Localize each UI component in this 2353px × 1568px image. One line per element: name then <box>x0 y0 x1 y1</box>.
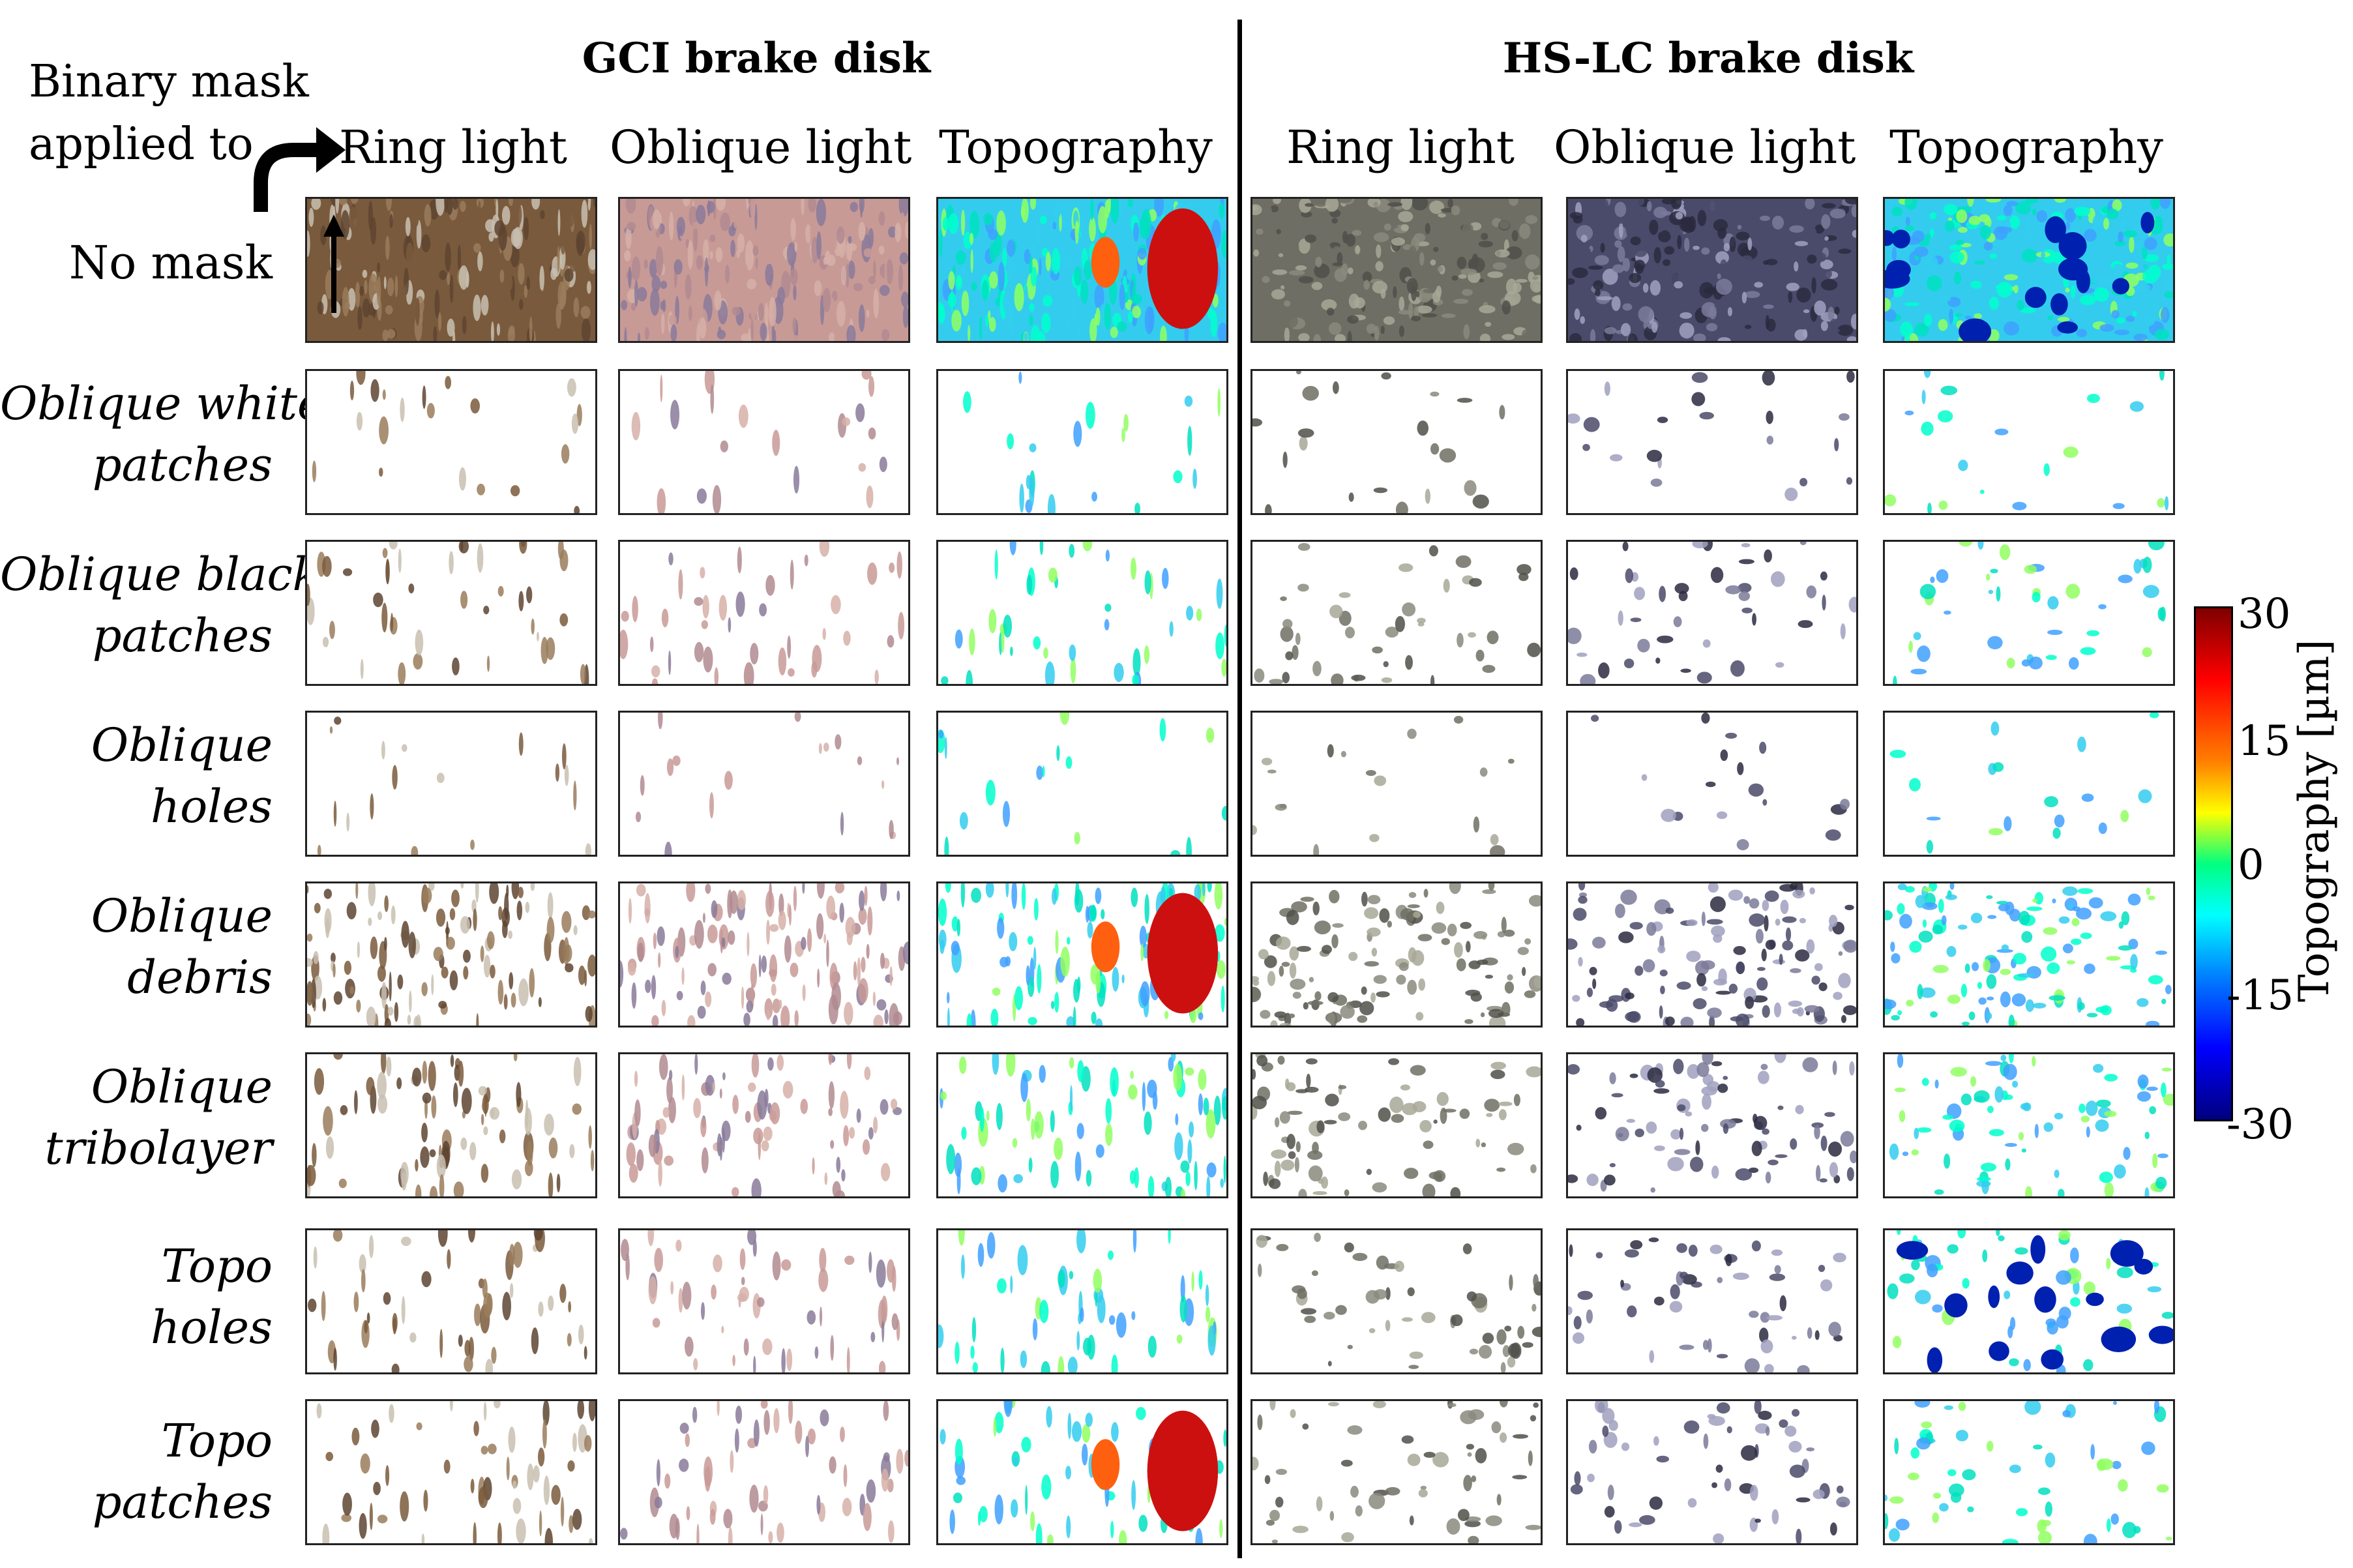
row-label-line1: Oblique black <box>0 548 321 601</box>
row-label-topo-holes: Topo holes <box>0 1235 273 1358</box>
row-label-no-mask: No mask <box>0 232 273 293</box>
row-label-line2: debris <box>127 951 273 1004</box>
panel-oblique-debris-hslc-oblique <box>1566 881 1858 1028</box>
panel-topo-holes-hslc-ring <box>1250 1228 1543 1374</box>
panel-oblique-debris-gci-topo <box>936 881 1228 1028</box>
panel-oblique-black-patches-hslc-topo <box>1883 540 2175 686</box>
panel-oblique-debris-gci-ring <box>305 881 597 1028</box>
row-label-line2: patches <box>92 609 273 662</box>
group-divider <box>1237 20 1242 1558</box>
row-label-oblique-black-patches: Oblique black patches <box>0 544 321 666</box>
row-label-oblique-white-patches: Oblique white patches <box>0 373 325 496</box>
panel-oblique-white-patches-gci-oblique <box>618 369 910 515</box>
panel-topo-holes-hslc-oblique <box>1566 1228 1858 1374</box>
colorbar-tick-30: 30 <box>2238 590 2291 638</box>
row-label-oblique-tribolayer: Oblique tribolayer <box>0 1056 273 1179</box>
column-header-gci-ring-light: Ring light <box>338 121 568 174</box>
panel-topo-patches-hslc-topo <box>1883 1399 2175 1545</box>
row-label-line2: holes <box>151 780 273 833</box>
panel-oblique-debris-hslc-topo <box>1883 881 2175 1028</box>
panel-no-mask-gci-ring <box>305 197 597 343</box>
panel-no-mask-hslc-ring <box>1250 197 1543 343</box>
colorbar-tick-0: 0 <box>2238 841 2264 889</box>
row-label-topo-patches: Topo patches <box>0 1410 273 1533</box>
row-label-line1: No mask <box>68 236 273 289</box>
panel-topo-holes-hslc-topo <box>1883 1228 2175 1374</box>
colorbar-tick-minus-30: -30 <box>2227 1101 2294 1149</box>
panel-oblique-holes-hslc-topo <box>1883 711 2175 857</box>
panel-oblique-black-patches-hslc-oblique <box>1566 540 1858 686</box>
panel-oblique-black-patches-hslc-ring <box>1250 540 1543 686</box>
panel-oblique-black-patches-gci-oblique <box>618 540 910 686</box>
panel-topo-patches-gci-oblique <box>618 1399 910 1545</box>
panel-oblique-tribolayer-hslc-topo <box>1883 1052 2175 1198</box>
row-label-line2: patches <box>92 438 273 492</box>
panel-oblique-tribolayer-gci-topo <box>936 1052 1228 1198</box>
panel-oblique-holes-gci-topo <box>936 711 1228 857</box>
row-label-oblique-debris: Oblique debris <box>0 885 273 1008</box>
column-header-hslc-oblique-light: Oblique light <box>1554 121 1856 174</box>
panel-oblique-white-patches-gci-ring <box>305 369 597 515</box>
column-header-hslc-ring-light: Ring light <box>1286 121 1515 174</box>
panel-oblique-holes-hslc-ring <box>1250 711 1543 857</box>
row-label-line2: holes <box>151 1301 273 1354</box>
panel-oblique-tribolayer-hslc-ring <box>1250 1052 1543 1198</box>
panel-oblique-black-patches-gci-ring <box>305 540 597 686</box>
row-label-line1: Oblique <box>91 718 273 772</box>
colorbar-title: Topography [µm] <box>2290 639 2339 1002</box>
row-label-line2: tribolayer <box>44 1121 273 1175</box>
corner-label-line1: Binary mask <box>29 56 309 108</box>
colorbar <box>2194 606 2233 1121</box>
group-title-hslc: HS-LC brake disk <box>1502 34 1914 83</box>
panel-topo-patches-gci-topo <box>936 1399 1228 1545</box>
row-label-line1: Oblique white <box>0 377 325 430</box>
panel-oblique-debris-gci-oblique <box>618 881 910 1028</box>
panel-no-mask-gci-topo <box>936 197 1228 343</box>
column-header-gci-oblique-light: Oblique light <box>610 121 912 174</box>
curved-arrow-icon <box>254 127 346 212</box>
panel-oblique-white-patches-gci-topo <box>936 369 1228 515</box>
corner-label: Binary mask applied to <box>29 51 309 176</box>
colorbar-tick-minus-15: -15 <box>2227 971 2294 1020</box>
panel-no-mask-hslc-topo <box>1883 197 2175 343</box>
panel-oblique-black-patches-gci-topo <box>936 540 1228 686</box>
panel-topo-patches-gci-ring <box>305 1399 597 1545</box>
panel-topo-holes-gci-ring <box>305 1228 597 1374</box>
panel-topo-holes-gci-oblique <box>618 1228 910 1374</box>
colorbar-tick-15: 15 <box>2238 717 2291 765</box>
panel-oblique-white-patches-hslc-oblique <box>1566 369 1858 515</box>
row-label-oblique-holes: Oblique holes <box>0 715 273 837</box>
panel-no-mask-hslc-oblique <box>1566 197 1858 343</box>
panel-oblique-debris-hslc-ring <box>1250 881 1543 1028</box>
row-label-line1: Oblique <box>91 889 273 943</box>
column-header-hslc-topography: Topography <box>1889 121 2163 174</box>
row-label-line2: patches <box>92 1475 273 1529</box>
panel-oblique-holes-gci-oblique <box>618 711 910 857</box>
row-label-line1: Topo <box>161 1414 273 1468</box>
panel-oblique-white-patches-hslc-ring <box>1250 369 1543 515</box>
panel-oblique-white-patches-hslc-topo <box>1883 369 2175 515</box>
panel-oblique-holes-hslc-oblique <box>1566 711 1858 857</box>
panel-topo-patches-hslc-oblique <box>1566 1399 1858 1545</box>
row-label-line1: Topo <box>161 1239 273 1293</box>
corner-label-line2: applied to <box>29 119 254 170</box>
panel-no-mask-gci-oblique <box>618 197 910 343</box>
column-header-gci-topography: Topography <box>939 121 1213 174</box>
group-title-gci: GCI brake disk <box>582 34 931 83</box>
panel-oblique-holes-gci-ring <box>305 711 597 857</box>
direction-arrow-icon <box>323 214 344 313</box>
panel-oblique-tribolayer-hslc-oblique <box>1566 1052 1858 1198</box>
row-label-line1: Oblique <box>91 1060 273 1114</box>
panel-topo-holes-gci-topo <box>936 1228 1228 1374</box>
panel-topo-patches-hslc-ring <box>1250 1399 1543 1545</box>
panel-oblique-tribolayer-gci-oblique <box>618 1052 910 1198</box>
panel-oblique-tribolayer-gci-ring <box>305 1052 597 1198</box>
